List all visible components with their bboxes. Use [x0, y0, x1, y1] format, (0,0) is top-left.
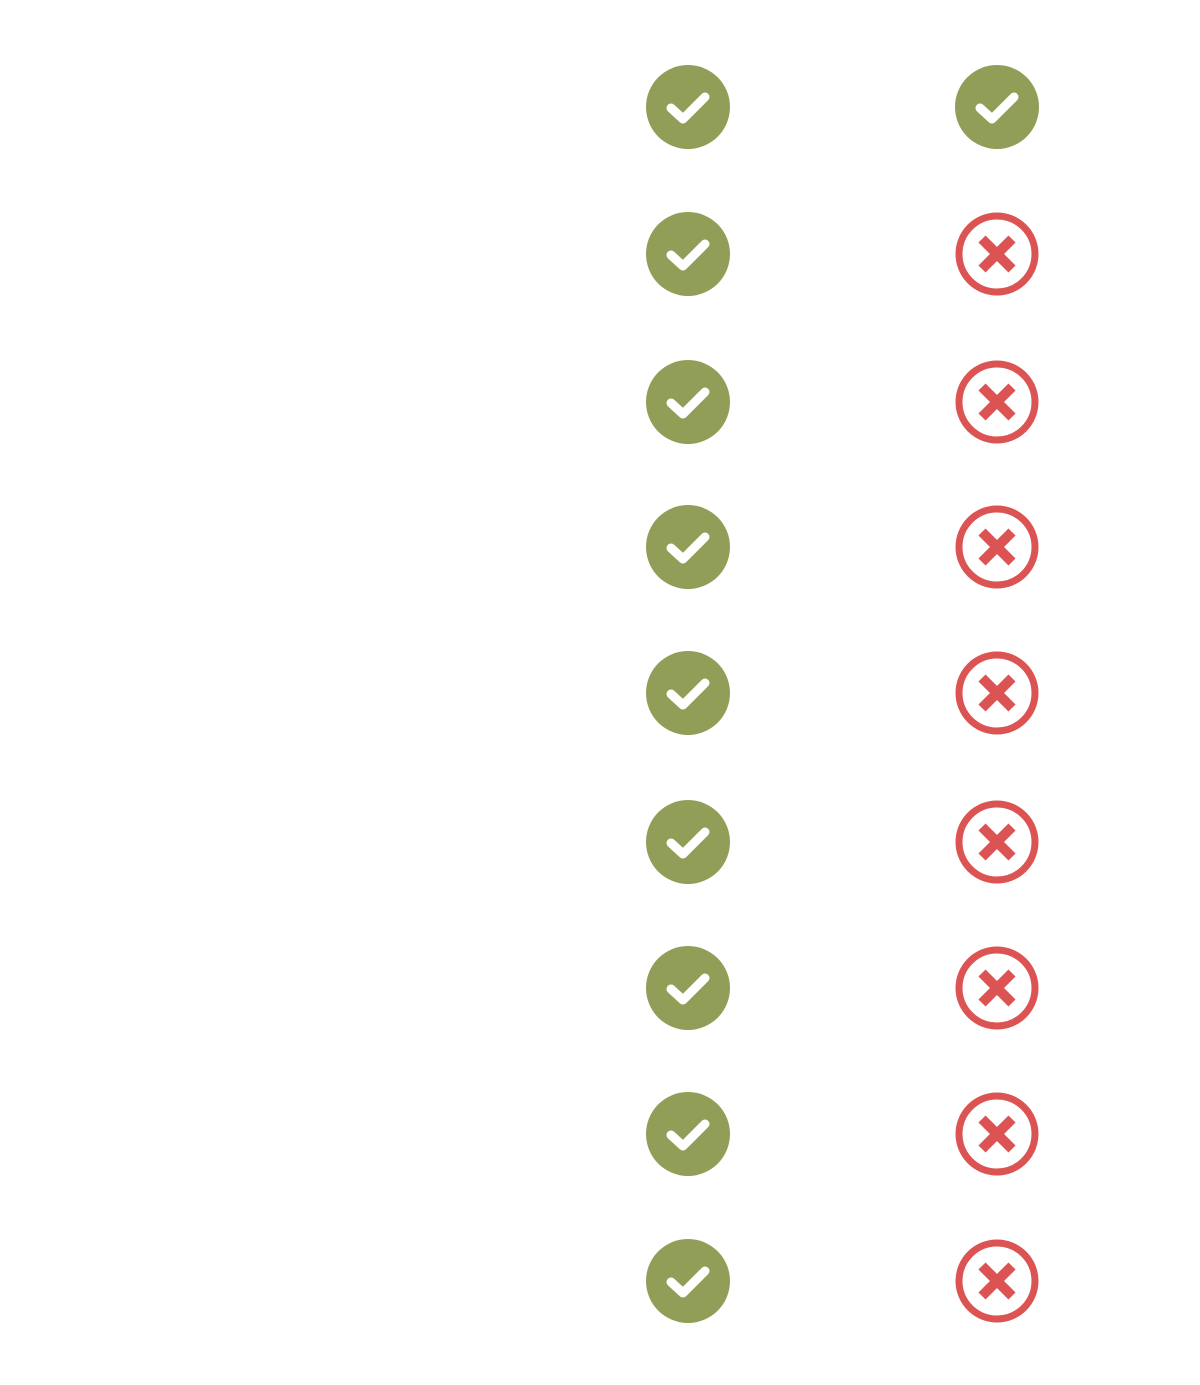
cross-icon: [954, 359, 1040, 445]
check-icon: [645, 1238, 731, 1324]
check-icon: [645, 650, 731, 736]
check-icon: [954, 64, 1040, 150]
check-icon: [645, 1091, 731, 1177]
cross-icon: [954, 945, 1040, 1031]
cross-icon: [954, 1091, 1040, 1177]
check-icon: [645, 504, 731, 590]
cross-icon: [954, 211, 1040, 297]
check-icon: [645, 945, 731, 1031]
check-icon: [645, 211, 731, 297]
cross-icon: [954, 1238, 1040, 1324]
check-icon: [645, 64, 731, 150]
cross-icon: [954, 799, 1040, 885]
cross-icon: [954, 650, 1040, 736]
check-icon: [645, 799, 731, 885]
cross-icon: [954, 504, 1040, 590]
check-icon: [645, 359, 731, 445]
